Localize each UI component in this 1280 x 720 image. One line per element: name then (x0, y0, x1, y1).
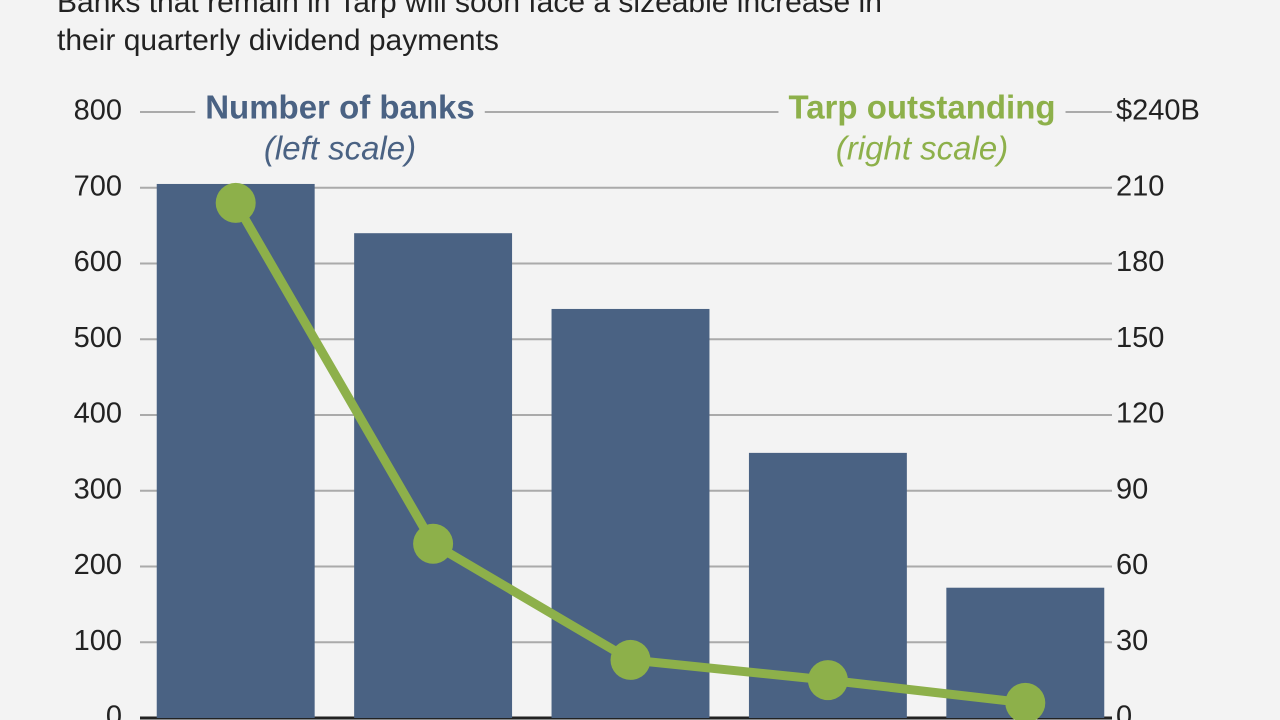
y-tick-label: 400 (74, 398, 122, 430)
y2-tick-label: 180 (1116, 246, 1164, 278)
y2-tick-label: 210 (1116, 170, 1164, 202)
bar (156, 183, 315, 718)
y2-tick-label: 150 (1116, 322, 1164, 354)
legend-note: (left scale) (264, 130, 416, 167)
y-tick-label: 800 (74, 95, 122, 127)
legend-note: (right scale) (836, 130, 1008, 167)
y-tick-label: 500 (74, 322, 122, 354)
y-tick-label: 700 (74, 170, 122, 202)
y-tick-label: 100 (74, 625, 122, 657)
legend-background (195, 88, 485, 126)
line-point (215, 182, 256, 223)
subtitle: Banks that remain in Tarp will soon face… (57, 0, 882, 19)
line-point (610, 639, 651, 680)
legend-item: Number of banks (left scale) (195, 88, 485, 167)
y-tick-label: 0 (106, 701, 122, 720)
y2-tick-label: 90 (1116, 473, 1148, 505)
y2-tick-label: 30 (1116, 625, 1148, 657)
legend-item: Tarp outstanding (right scale) (778, 88, 1066, 167)
bar (354, 233, 513, 718)
y2-tick-label: $240B (1116, 95, 1200, 127)
legend-label: Number of banks (205, 89, 475, 126)
y-tick-label: 600 (74, 246, 122, 278)
y2-tick-label: 60 (1116, 549, 1148, 581)
legend-background (778, 88, 1066, 126)
y2-tick-label: 0 (1116, 701, 1132, 720)
line-point (1005, 682, 1046, 720)
legend-label: Tarp outstanding (788, 89, 1055, 126)
y-tick-label: 300 (74, 473, 122, 505)
y2-tick-label: 120 (1116, 398, 1164, 430)
subtitle: their quarterly dividend payments (57, 24, 499, 57)
line-point (807, 660, 848, 701)
line-point (413, 523, 454, 564)
y-tick-label: 200 (74, 549, 122, 581)
